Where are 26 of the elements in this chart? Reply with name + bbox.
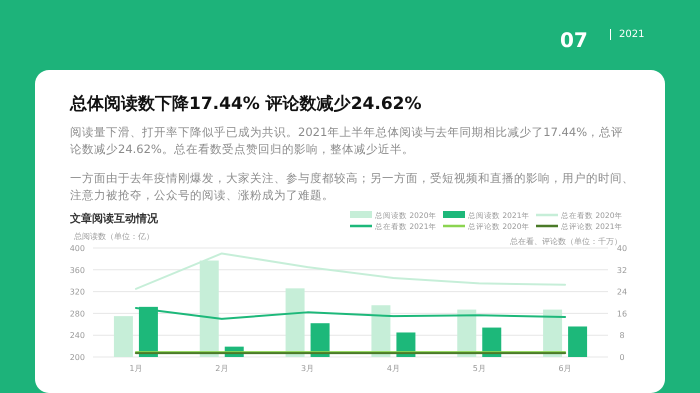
x-tick-label: 1月 — [129, 364, 142, 373]
text: 阅读量下滑、打开率下降似乎已成为共识。2021年上半年总体阅读与去年同期相比减少了17.44%，总评论数减少24.62%。总在看数受点赞回归的影响，整体减少近半。 — [70, 124, 624, 158]
chart-title: 总体阅读数下降17.44% 评论数减少24.62% — [70, 93, 422, 115]
x-tick-label: 5月 — [472, 364, 486, 373]
x-tick-label: 6月 — [558, 364, 572, 373]
x-tick-label: 3月 — [301, 364, 314, 373]
text: 一方面由于去年疫情刚爆发，大家关注、参与度都较高；另一方面，受短视频和直播的影响，用户的时间、注意力被抢夺，公众号的阅读、涨粉成为了难题。 — [70, 170, 635, 204]
y2-tick-label: 32 — [616, 266, 628, 275]
y-tick-label: 360 — [70, 266, 85, 275]
y2-tick-label: 16 — [616, 309, 628, 318]
y-axis-title: 总阅读数（单位：亿） — [73, 232, 154, 241]
y2-tick-label: 0 — [619, 353, 625, 362]
text: 07 — [560, 28, 588, 52]
x-tick-label: 4月 — [386, 364, 400, 373]
y-tick-label: 200 — [70, 353, 85, 362]
text: 2021 — [610, 29, 644, 40]
y2-tick-label: 24 — [616, 288, 628, 297]
y2-tick-label: 40 — [616, 244, 628, 253]
y-tick-label: 400 — [70, 244, 85, 253]
y2-tick-label: 8 — [619, 331, 625, 340]
x-tick-label: 2月 — [215, 364, 228, 373]
y-tick-label: 240 — [70, 331, 85, 340]
y2-axis-title: 总在看、评论数（单位：千万） — [509, 237, 622, 246]
y-tick-label: 320 — [70, 288, 85, 297]
y-tick-label: 280 — [70, 309, 85, 318]
chart-subtitle: 文章阅读互动情况 — [69, 212, 159, 225]
